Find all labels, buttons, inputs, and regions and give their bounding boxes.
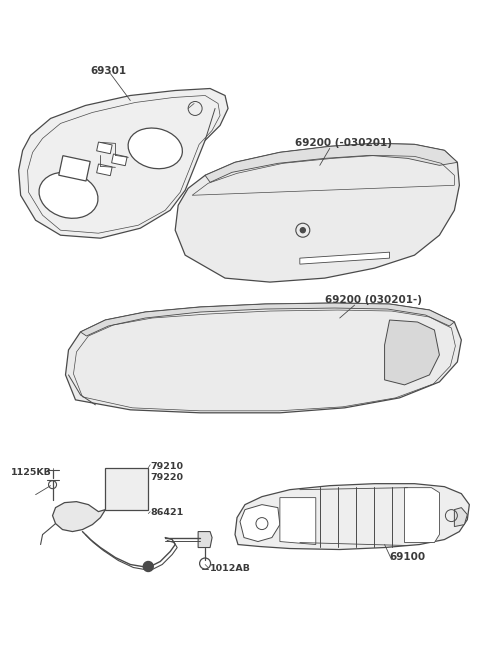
Polygon shape: [235, 483, 469, 550]
Bar: [96, 142, 112, 154]
Text: 86421: 86421: [150, 508, 183, 517]
Text: 69100: 69100: [390, 552, 426, 561]
Circle shape: [300, 228, 305, 233]
Polygon shape: [405, 488, 439, 542]
Text: 79220: 79220: [150, 473, 183, 481]
Polygon shape: [455, 508, 468, 527]
Polygon shape: [106, 468, 148, 510]
Polygon shape: [81, 303, 455, 336]
Polygon shape: [280, 498, 316, 544]
Ellipse shape: [128, 128, 182, 169]
Text: 69301: 69301: [90, 66, 127, 75]
Polygon shape: [240, 504, 280, 542]
Text: 69200 (-030201): 69200 (-030201): [295, 138, 392, 149]
Text: 1012AB: 1012AB: [210, 565, 251, 574]
Bar: [96, 164, 112, 176]
Polygon shape: [205, 143, 457, 182]
Bar: [59, 156, 90, 181]
Polygon shape: [384, 320, 439, 385]
Text: 79210: 79210: [150, 462, 183, 471]
Polygon shape: [198, 532, 212, 548]
Polygon shape: [175, 143, 459, 282]
Polygon shape: [300, 252, 390, 264]
Circle shape: [144, 561, 153, 571]
Bar: [111, 154, 127, 166]
Polygon shape: [19, 88, 228, 238]
Ellipse shape: [39, 172, 98, 218]
Polygon shape: [52, 502, 106, 532]
Text: 69200 (030201-): 69200 (030201-): [325, 295, 422, 305]
Text: 1125KB: 1125KB: [11, 468, 51, 477]
Polygon shape: [65, 303, 461, 413]
